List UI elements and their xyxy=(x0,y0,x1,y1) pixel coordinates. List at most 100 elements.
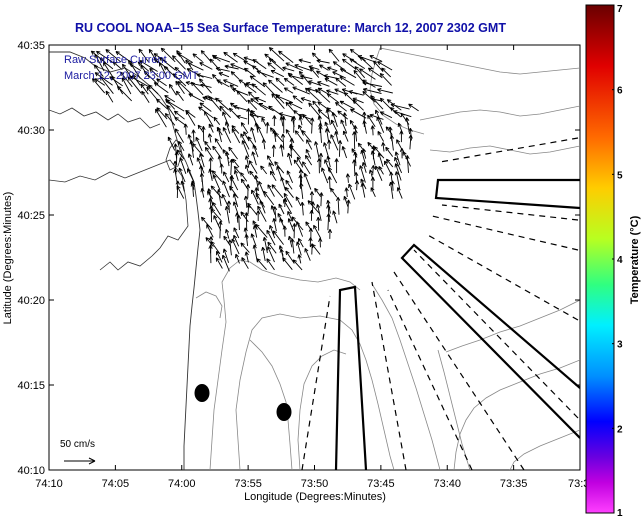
current-vector xyxy=(346,199,351,214)
current-vector xyxy=(266,258,275,271)
current-vector xyxy=(348,183,356,200)
current-vector xyxy=(360,178,367,190)
current-vector xyxy=(158,62,168,77)
current-vector xyxy=(249,75,266,88)
current-vector xyxy=(176,50,186,64)
current-vector xyxy=(247,91,259,103)
x-tick-label: 73:55 xyxy=(234,478,262,490)
current-vector xyxy=(207,188,214,206)
current-vector xyxy=(324,128,330,143)
colorbar-tick-label: 5 xyxy=(617,170,623,181)
current-vector xyxy=(177,52,194,63)
current-vector xyxy=(255,210,261,221)
current-vector xyxy=(394,171,401,190)
current-vector xyxy=(349,58,366,69)
current-vector xyxy=(301,130,312,143)
current-vector xyxy=(262,82,276,96)
current-vector xyxy=(316,158,322,174)
current-vector xyxy=(327,66,338,72)
current-vector xyxy=(266,229,276,246)
current-vector xyxy=(300,201,305,216)
current-vector xyxy=(231,238,240,255)
current-vector xyxy=(379,97,393,111)
y-axis-label: Latitude (Degrees:Minutes) xyxy=(2,192,14,325)
current-vector xyxy=(305,148,312,159)
current-vector xyxy=(354,180,360,191)
current-vector xyxy=(316,70,330,79)
current-vector xyxy=(324,78,338,86)
current-vector xyxy=(243,195,249,208)
current-vector xyxy=(342,53,357,63)
current-vector xyxy=(257,125,266,142)
current-vector xyxy=(200,216,213,230)
current-vector xyxy=(251,189,259,205)
current-vector xyxy=(216,189,222,207)
current-vector xyxy=(334,101,347,112)
current-vector xyxy=(236,214,241,231)
current-vector xyxy=(224,206,230,224)
current-vector xyxy=(362,81,382,87)
current-vector xyxy=(218,220,223,239)
current-vector xyxy=(284,186,294,198)
current-vector xyxy=(385,158,394,168)
current-vector xyxy=(308,102,322,119)
current-vector xyxy=(292,95,303,104)
current-vector xyxy=(222,127,232,143)
current-vector xyxy=(337,140,343,157)
current-vector xyxy=(296,221,304,237)
current-vector xyxy=(198,78,212,94)
current-vector xyxy=(399,130,404,143)
current-vector xyxy=(306,139,313,150)
current-vector xyxy=(282,257,293,270)
current-vector xyxy=(282,66,295,72)
current-vector xyxy=(308,227,314,238)
current-vector xyxy=(345,173,350,183)
current-vector xyxy=(352,131,357,150)
current-vector xyxy=(272,206,278,221)
current-vector xyxy=(222,180,230,198)
current-vector xyxy=(287,235,293,248)
current-vector xyxy=(259,200,266,214)
scale-label: 50 cm/s xyxy=(60,439,95,450)
current-vector xyxy=(297,238,304,248)
current-vector xyxy=(295,196,302,207)
current-vector xyxy=(396,187,403,199)
y-tick-label: 40:30 xyxy=(17,125,45,137)
current-vector xyxy=(168,83,177,96)
current-vector xyxy=(350,108,367,119)
current-vector xyxy=(233,169,239,181)
current-vector xyxy=(223,171,230,183)
current-vector xyxy=(359,56,374,70)
current-vector xyxy=(252,58,267,70)
current-vector xyxy=(224,121,231,134)
current-vector xyxy=(210,208,223,222)
current-vector xyxy=(370,176,376,190)
current-vector xyxy=(370,95,384,110)
current-vector xyxy=(244,212,249,230)
current-vector xyxy=(267,246,275,263)
x-tick-label: 74:10 xyxy=(35,478,63,490)
colorbar xyxy=(585,4,615,514)
current-vector xyxy=(272,115,277,127)
current-vector xyxy=(212,174,221,191)
current-vector xyxy=(171,55,186,70)
current-vector xyxy=(221,193,230,208)
current-vector xyxy=(269,224,276,239)
current-vector xyxy=(314,141,320,159)
current-vector xyxy=(143,70,159,85)
current-vector xyxy=(307,200,320,214)
current-vector xyxy=(308,80,322,87)
current-vector xyxy=(209,205,214,223)
current-vector xyxy=(254,96,266,103)
dashed-lines xyxy=(301,137,579,470)
current-vector xyxy=(339,100,355,110)
current-vector xyxy=(362,120,367,134)
current-vector xyxy=(330,119,339,134)
current-vector xyxy=(187,168,195,183)
current-vector xyxy=(317,87,330,95)
current-vector xyxy=(204,95,223,102)
current-vector xyxy=(224,64,239,70)
chart-title: RU COOL NOAA–15 Sea Surface Temperature:… xyxy=(75,21,506,35)
current-vector xyxy=(402,151,412,167)
current-vector xyxy=(317,81,330,87)
